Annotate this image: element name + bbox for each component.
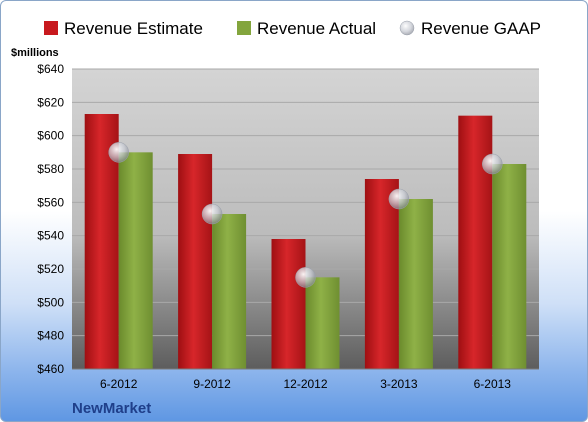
legend-swatch-gaap xyxy=(399,20,415,36)
bar-estimate xyxy=(364,179,399,369)
x-tick-label: 12-2012 xyxy=(283,377,327,391)
marker-gaap xyxy=(388,188,410,210)
legend: Revenue Estimate Revenue Actual Revenue … xyxy=(44,19,541,38)
legend-label-estimate: Revenue Estimate xyxy=(64,19,203,38)
x-tick-label: 6-2012 xyxy=(100,377,138,391)
x-tick-label: 6-2013 xyxy=(474,377,512,391)
y-tick-label: $640 xyxy=(37,62,64,76)
bars xyxy=(84,114,527,370)
y-tick-label: $480 xyxy=(37,329,64,343)
x-tick-label: 9-2012 xyxy=(193,377,231,391)
y-tick-label: $460 xyxy=(37,362,64,376)
y-tick-label: $540 xyxy=(37,229,64,243)
legend-swatch-actual xyxy=(237,21,251,35)
bar-actual xyxy=(492,164,527,369)
x-axis-ticks: 6-2012 9-2012 12-2012 3-2013 6-2013 xyxy=(100,377,511,391)
bar-estimate xyxy=(458,115,493,370)
y-tick-label: $520 xyxy=(37,262,64,276)
bar-estimate xyxy=(178,154,213,369)
bar-actual xyxy=(398,199,433,369)
bar-estimate xyxy=(271,239,306,369)
marker-gaap xyxy=(201,203,223,225)
y-tick-label: $620 xyxy=(37,95,64,109)
y-tick-label: $580 xyxy=(37,162,64,176)
legend-label-actual: Revenue Actual xyxy=(257,19,376,38)
bar-actual xyxy=(305,277,340,369)
marker-gaap xyxy=(295,267,316,288)
bar-actual xyxy=(212,214,247,369)
y-tick-label: $600 xyxy=(37,129,64,143)
gaap-markers xyxy=(108,142,503,288)
company-name: NewMarket xyxy=(72,400,151,417)
bar-actual xyxy=(118,152,153,369)
marker-gaap xyxy=(108,142,129,163)
y-axis-ticks: $460 $480 $500 $520 $540 $560 $580 $600 $620 $640 xyxy=(37,62,64,376)
y-tick-label: $500 xyxy=(37,295,64,309)
marker-gaap xyxy=(482,153,503,175)
y-tick-label: $560 xyxy=(37,195,64,209)
x-tick-label: 3-2013 xyxy=(380,377,418,391)
legend-label-gaap: Revenue GAAP xyxy=(421,19,541,38)
legend-swatch-estimate xyxy=(44,21,58,35)
y-axis-label: $millions xyxy=(11,47,59,59)
